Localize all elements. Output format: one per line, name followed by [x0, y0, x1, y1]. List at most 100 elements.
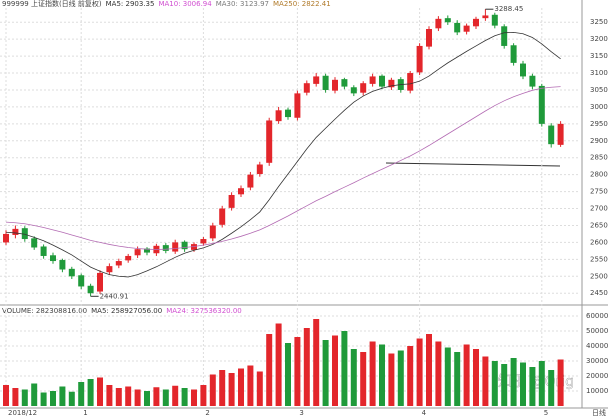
- volume-bar: [125, 386, 132, 406]
- x-tick-label: 5: [544, 409, 548, 417]
- volume-bar: [407, 346, 414, 406]
- volume-bar: [59, 386, 66, 406]
- volume-bar: [12, 388, 19, 406]
- volume-bar: [247, 365, 254, 406]
- y-tick-label: 30000: [586, 357, 608, 365]
- volume-bar: [181, 388, 188, 406]
- volume-bar: [256, 371, 263, 406]
- annotation: 2440.91: [100, 292, 129, 300]
- volume-bar: [510, 358, 517, 406]
- candle-body: [191, 244, 197, 250]
- candle-body: [134, 249, 141, 256]
- candle-body: [228, 194, 235, 208]
- volume-bar: [444, 347, 451, 406]
- volume-bar: [313, 319, 320, 406]
- volume-bar: [294, 337, 301, 406]
- y-tick-label: 40000: [586, 342, 608, 350]
- ma-line: [5, 31, 561, 278]
- y-tick-label: 2950: [590, 120, 608, 128]
- volume-bar: [106, 385, 113, 406]
- y-tick-label: 2600: [590, 238, 608, 246]
- volume-bar: [191, 389, 197, 406]
- y-tick-label: 2800: [590, 171, 608, 179]
- candle-body: [379, 75, 385, 87]
- volume-bar: [68, 391, 75, 406]
- ma-label: MA10: 3006.94: [158, 0, 212, 8]
- candle-body: [21, 228, 28, 240]
- candle-body: [275, 110, 282, 122]
- candle-body: [200, 239, 207, 244]
- header: 999999 上证指数(日线 前复权) MA5: 2903.35 MA10: 300…: [2, 0, 331, 8]
- candle-body: [473, 18, 479, 27]
- volume-bar: [482, 356, 489, 406]
- candle-body: [59, 260, 66, 270]
- y-tick-label: 10000: [586, 387, 608, 395]
- volume-bar: [134, 389, 141, 406]
- candle-body: [97, 272, 103, 292]
- candle-body: [332, 79, 338, 91]
- volume-bar: [529, 367, 536, 406]
- candle-body: [266, 120, 273, 163]
- candle-body: [40, 246, 47, 256]
- candle-body: [557, 123, 564, 145]
- candle-body: [388, 79, 395, 88]
- volume-bar: [3, 385, 9, 406]
- y-tick-label: 3100: [590, 69, 608, 77]
- volume-bar: [332, 335, 338, 406]
- volume-bar: [162, 389, 169, 406]
- volume-bar: [21, 389, 28, 406]
- volume-bar: [341, 331, 348, 406]
- candle-body: [219, 208, 226, 225]
- volume-bar: [557, 359, 564, 406]
- volume-bar: [360, 352, 367, 406]
- volume-bar: [397, 350, 404, 406]
- volume-bar: [426, 334, 432, 406]
- candle-body: [125, 255, 132, 261]
- volume-bar: [200, 385, 207, 406]
- candle-body: [454, 22, 461, 33]
- candle-body: [416, 45, 423, 73]
- volume-bar: [520, 362, 526, 406]
- volume-bar: [538, 361, 545, 406]
- candle-body: [115, 261, 122, 266]
- candle-body: [87, 285, 94, 294]
- volume-bar: [463, 344, 470, 406]
- candle-body: [444, 18, 451, 23]
- volume-bar: [153, 387, 160, 406]
- volume-bar: [31, 383, 38, 406]
- y-tick-label: 2700: [590, 205, 608, 213]
- ma-label: MA24: 327536320.00: [166, 307, 242, 315]
- x-tick-label: 1: [83, 409, 87, 417]
- volume-bar: [285, 343, 291, 406]
- candle-body: [209, 225, 216, 239]
- candle-body: [501, 26, 508, 46]
- volume-bar: [219, 370, 226, 406]
- candle-body: [247, 174, 254, 188]
- candle-body: [238, 188, 244, 195]
- ma-label: MA30: 3123.97: [216, 0, 269, 8]
- candle-body: [407, 73, 414, 91]
- volume-bar: [388, 353, 395, 406]
- drawn-line: [385, 162, 561, 167]
- y-tick-label: 2500: [590, 272, 608, 280]
- volume-bar: [379, 344, 385, 406]
- y-tick-label: 2450: [590, 289, 608, 297]
- volume-bar: [435, 341, 442, 406]
- candle-body: [12, 228, 19, 235]
- candle-body: [162, 245, 169, 251]
- volume-bar: [115, 388, 122, 406]
- candle-body: [435, 18, 442, 29]
- candle-body: [341, 79, 348, 87]
- y-tick-label: 50000: [586, 327, 608, 335]
- candle-body: [303, 83, 310, 93]
- volume-bar: [275, 323, 282, 406]
- x-tick-label: 2018/12: [8, 409, 37, 417]
- x-tick-label: 2: [205, 409, 209, 417]
- candle-body: [520, 63, 526, 77]
- volume-header: VOLUME: 282308816.00 MA5: 258927056.00 MA2…: [2, 307, 242, 315]
- volume-bar: [40, 392, 47, 406]
- candle-body: [106, 266, 113, 273]
- y-tick-label: 2650: [590, 221, 608, 229]
- volume-bar: [228, 373, 235, 406]
- volume-bar: [172, 385, 179, 406]
